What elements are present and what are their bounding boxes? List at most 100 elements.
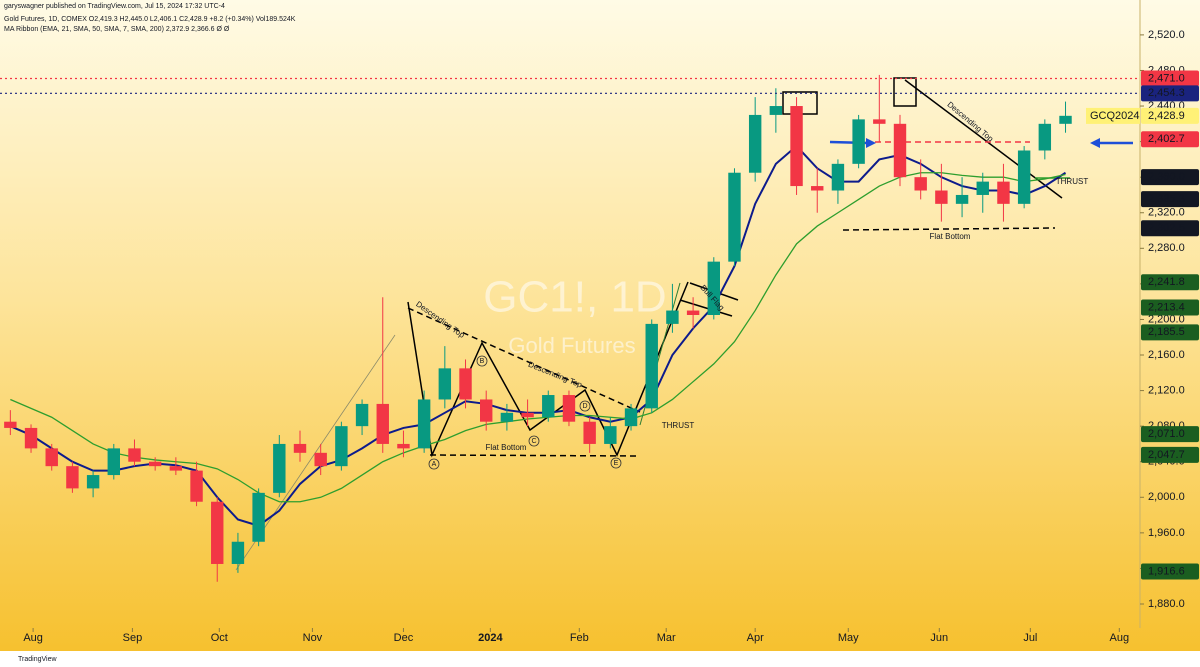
candle-body xyxy=(314,452,327,467)
ma-line xyxy=(10,172,1066,503)
candle-body xyxy=(624,408,638,427)
watermark: GC1!, 1D xyxy=(483,273,666,322)
candle-body xyxy=(604,426,617,444)
candle-body xyxy=(707,261,720,315)
price-label: 2,402.7 xyxy=(1148,133,1185,145)
candle-body xyxy=(335,426,348,467)
candle-body xyxy=(997,181,1010,204)
footer-brand: TradingView xyxy=(18,656,57,663)
annotation: B xyxy=(480,358,485,365)
candle-body xyxy=(190,470,203,502)
candle-body xyxy=(645,323,658,409)
candle-body xyxy=(438,368,452,400)
y-tick-label: 2,280.0 xyxy=(1148,242,1185,254)
trendline xyxy=(407,307,641,413)
candle-body xyxy=(1059,115,1072,124)
price-label-box xyxy=(1141,324,1199,341)
x-tick-label: Mar xyxy=(657,632,676,644)
annotation: Flat Bottom xyxy=(930,232,971,241)
candle-body xyxy=(211,501,224,564)
flag-line xyxy=(679,299,733,317)
candle-body xyxy=(521,412,534,418)
point-marker xyxy=(610,457,622,469)
candle-body xyxy=(500,412,514,422)
y-tick-label: 2,160.0 xyxy=(1148,349,1185,361)
x-tick-label: Nov xyxy=(303,632,323,644)
candle-body xyxy=(417,399,431,449)
candle-body xyxy=(976,181,989,195)
price-label: 1,916.6 xyxy=(1148,565,1185,577)
candle-body xyxy=(728,172,741,262)
candle-body xyxy=(355,403,369,427)
price-label-box xyxy=(1141,220,1199,237)
candle-body xyxy=(748,114,762,173)
y-tick-label: 1,880.0 xyxy=(1148,598,1185,610)
point-marker xyxy=(528,435,540,447)
candle-body xyxy=(480,399,493,422)
candle-body xyxy=(273,443,286,493)
x-tick-label: Oct xyxy=(211,632,228,644)
price-label: 2,071.0 xyxy=(1148,428,1185,440)
x-tick-label: Feb xyxy=(570,632,589,644)
x-tick-label: Aug xyxy=(1110,632,1130,644)
candle-body xyxy=(542,395,555,418)
price-label-box xyxy=(1141,169,1199,186)
candle-body xyxy=(893,123,907,178)
annotation: E xyxy=(614,460,619,467)
price-label-box xyxy=(1141,85,1199,102)
price-tag-box xyxy=(1086,107,1140,124)
price-label-box xyxy=(1141,426,1199,443)
annotation: A xyxy=(432,461,437,468)
candle-body xyxy=(955,194,969,204)
point-marker xyxy=(428,458,440,470)
price-label-box xyxy=(1141,446,1199,463)
candle-body xyxy=(252,492,265,542)
x-tick-label: Dec xyxy=(394,632,414,644)
publisher: garyswagner published on TradingView.com… xyxy=(4,3,225,10)
price-label-box xyxy=(1141,191,1199,208)
x-tick-label: Jul xyxy=(1023,632,1037,644)
annotation: THRUST xyxy=(662,421,695,430)
price-label-box xyxy=(1141,70,1199,87)
price-label-box xyxy=(1141,563,1199,580)
flat-bottom-line xyxy=(429,454,641,457)
price-label-box xyxy=(1141,107,1199,124)
candle-body xyxy=(873,119,886,124)
x-tick-label: Aug xyxy=(23,632,43,644)
candle-body xyxy=(769,106,783,115)
price-tag: GCQ2024 xyxy=(1090,110,1140,122)
symbol-line: Gold Futures, 1D, COMEX O2,419.3 H2,445.… xyxy=(4,16,296,23)
price-label: 2,335.3 xyxy=(1148,193,1185,205)
x-tick-label: Jun xyxy=(930,632,948,644)
candle-body xyxy=(811,186,824,191)
candle-body xyxy=(397,443,410,449)
candle-body xyxy=(1038,123,1052,151)
candle-body xyxy=(376,403,389,444)
candle-body xyxy=(66,466,79,489)
price-label: 2,428.9 xyxy=(1148,110,1185,122)
point-marker xyxy=(476,355,488,367)
candle-body xyxy=(107,448,120,476)
y-tick-label: 2,520.0 xyxy=(1148,29,1185,41)
candle-body xyxy=(231,541,245,564)
annotation: THRUST xyxy=(1056,177,1089,186)
price-label: 2,302.5 xyxy=(1148,222,1185,234)
ma-line xyxy=(9,144,1067,527)
candle-body xyxy=(562,395,576,422)
indicator-line: MA Ribbon (EMA, 21, SMA, 50, SMA, 7, SMA… xyxy=(4,26,230,33)
x-tick-label: May xyxy=(838,632,859,644)
candle-body xyxy=(45,448,58,467)
flat-bottom-line xyxy=(842,227,1056,231)
candle-body xyxy=(459,368,472,400)
annotation: D xyxy=(582,403,587,410)
candle-body xyxy=(852,119,865,164)
x-tick-label: Apr xyxy=(747,632,764,644)
y-tick-label: 2,320.0 xyxy=(1148,207,1185,219)
candle-body xyxy=(128,448,141,462)
candle-body xyxy=(583,421,596,444)
candle-body xyxy=(790,106,803,187)
candle-body xyxy=(169,466,183,471)
arrow-head xyxy=(866,138,876,148)
